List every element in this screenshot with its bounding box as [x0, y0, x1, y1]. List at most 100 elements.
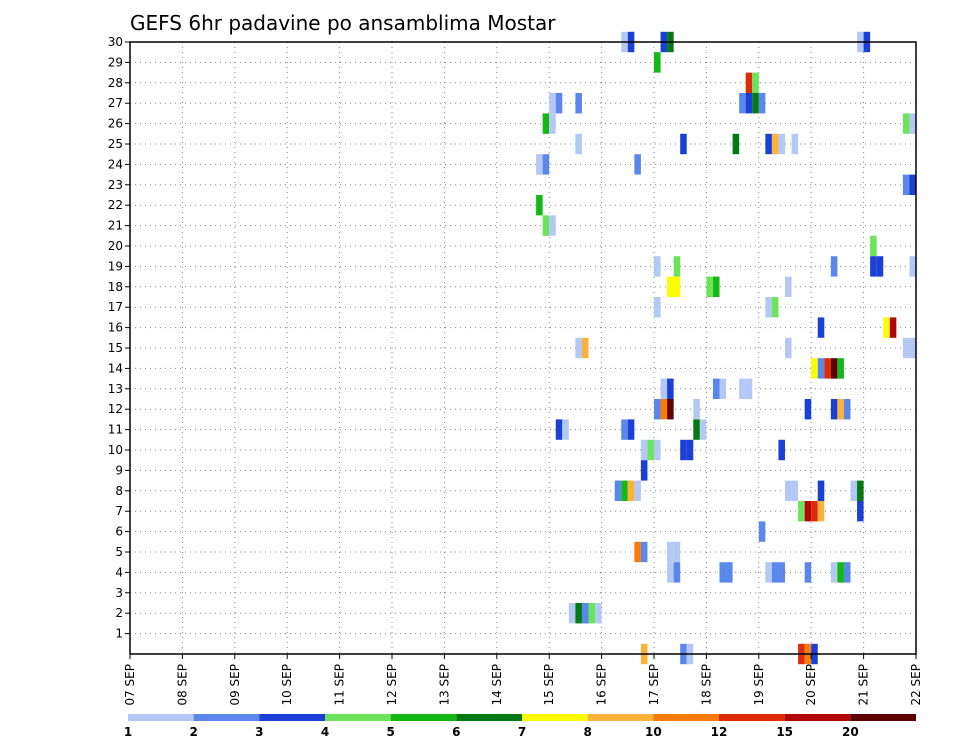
heatmap-cell	[634, 480, 641, 501]
heatmap-cell	[640, 439, 648, 461]
heatmap-cell	[876, 256, 884, 277]
heatmap-cell	[902, 337, 910, 359]
heatmap-cell	[562, 419, 569, 440]
colorbar-label: 10	[645, 725, 662, 739]
y-tick-label: 21	[108, 219, 123, 233]
heatmap-cell	[804, 399, 812, 420]
colorbar-swatch	[653, 714, 719, 721]
y-tick-label: 15	[108, 341, 123, 355]
heatmap-cell	[575, 93, 582, 114]
heatmap-cell	[791, 480, 799, 501]
heatmap-cell	[843, 399, 851, 420]
heatmap-cell	[667, 399, 674, 420]
colorbar-label: 20	[842, 725, 859, 739]
heatmap-cell	[667, 541, 674, 563]
heatmap-cell	[798, 501, 805, 522]
heatmap-cell	[909, 256, 916, 277]
heatmap-cell	[693, 399, 700, 420]
colorbar-label: 4	[321, 725, 329, 739]
colorbar-swatch	[259, 714, 325, 721]
heatmap-cell	[745, 93, 753, 114]
heatmap-cell	[660, 378, 668, 399]
heatmap-cell	[817, 480, 825, 501]
heatmap-cell	[830, 562, 838, 583]
heatmap-cell	[889, 317, 897, 338]
heatmap-cell	[654, 297, 661, 318]
heatmap-cell	[680, 439, 687, 461]
colorbar-label: 6	[452, 725, 460, 739]
heatmap-cell	[667, 562, 674, 583]
heatmap-cell	[627, 480, 635, 501]
heatmap-cell	[706, 276, 713, 297]
heatmap-cell	[667, 276, 674, 297]
heatmap-cell	[830, 399, 838, 420]
y-tick-label: 28	[108, 76, 123, 90]
heatmap-cell	[752, 72, 759, 93]
heatmap-cell	[857, 501, 864, 522]
y-tick-label: 9	[115, 463, 123, 477]
y-tick-label: 29	[108, 55, 123, 69]
heatmap-cell	[909, 337, 916, 359]
heatmap-cell	[870, 256, 877, 277]
heatmap-cell	[575, 337, 582, 359]
y-tick-label: 11	[108, 423, 123, 437]
heatmap-cell	[719, 562, 727, 583]
colorbar-swatch	[784, 714, 851, 721]
heatmap-cell	[843, 562, 851, 583]
x-tick-label: 13 SEP	[437, 664, 451, 706]
heatmap-cell	[654, 399, 661, 420]
heatmap-cell	[686, 439, 694, 461]
heatmap-cell	[870, 235, 877, 257]
y-tick-label: 16	[108, 321, 123, 335]
heatmap-cell	[581, 337, 589, 359]
heatmap-cell	[857, 480, 864, 501]
y-tick-label: 26	[108, 117, 123, 131]
heatmap-cell	[542, 154, 550, 175]
heatmap-cell	[575, 133, 582, 155]
heatmap-cell	[634, 154, 641, 175]
heatmap-cell	[627, 419, 635, 440]
heatmap-cell	[765, 562, 772, 583]
y-tick-label: 8	[115, 484, 123, 498]
y-tick-label: 25	[108, 137, 123, 151]
heatmap-cell	[778, 439, 785, 461]
heatmap-cell	[778, 562, 785, 583]
heatmap-cell	[660, 399, 668, 420]
y-tick-label: 10	[108, 443, 123, 457]
heatmap-cell	[883, 317, 890, 338]
colorbar-swatch	[522, 714, 588, 721]
heatmap-cell	[830, 358, 838, 379]
x-tick-label: 18 SEP	[699, 664, 713, 706]
heatmap-cell	[837, 399, 844, 420]
heatmap-cell	[549, 93, 556, 114]
heatmap-cell	[555, 93, 563, 114]
x-tick-label: 11 SEP	[333, 664, 347, 706]
heatmap-cell	[824, 358, 831, 379]
colorbar-swatch	[325, 714, 391, 721]
y-tick-label: 2	[115, 606, 123, 620]
y-tick-label: 27	[108, 96, 123, 110]
heatmap-cell	[719, 378, 727, 399]
colorbar-label: 7	[518, 725, 526, 739]
heatmap-cell	[536, 195, 543, 216]
heatmap-cell	[542, 113, 550, 134]
heatmap-cell	[811, 501, 818, 522]
x-tick-label: 19 SEP	[752, 664, 766, 706]
chart-title: GEFS 6hr padavine po ansamblima Mostar	[130, 11, 556, 35]
heatmap-cell	[581, 603, 589, 624]
heatmap-cell	[804, 501, 812, 522]
heatmap-cell	[726, 562, 733, 583]
colorbar-swatch	[456, 714, 522, 721]
heatmap-cell	[758, 521, 766, 542]
heatmap-cell	[785, 480, 792, 501]
colorbar-label: 12	[711, 725, 728, 739]
x-tick-label: 14 SEP	[490, 664, 504, 706]
y-axis-ticks: 1234567891011121314151617181920212223242…	[108, 35, 130, 641]
y-tick-label: 30	[108, 35, 123, 49]
x-tick-label: 12 SEP	[385, 664, 399, 706]
colorbar-swatch	[719, 714, 785, 721]
heatmap-cell	[640, 541, 648, 563]
heatmap-cell	[555, 419, 563, 440]
heatmap-cell	[575, 603, 582, 624]
